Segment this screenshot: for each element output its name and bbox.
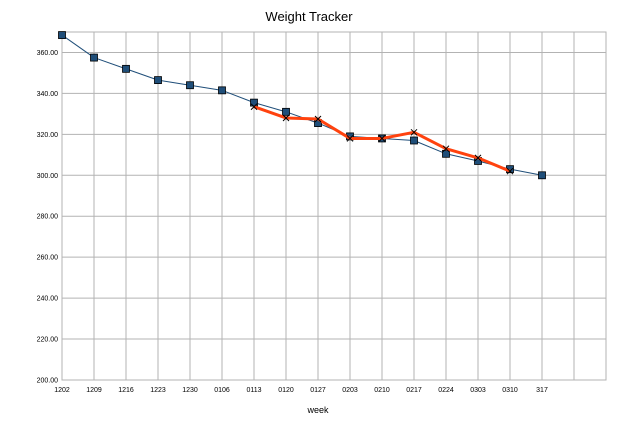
- grid-lines: [61, 31, 607, 381]
- y-tick-label: 300.00: [37, 173, 59, 180]
- y-tick-label: 340.00: [37, 91, 59, 98]
- series-2: [250, 103, 514, 175]
- y-tick-label: 240.00: [37, 296, 59, 303]
- data-point-marker: [282, 114, 290, 122]
- x-tick-label: 317: [536, 387, 548, 394]
- marker-stroke: [410, 128, 418, 136]
- x-tick-label: 1202: [54, 387, 70, 394]
- x-tick-label: 0310: [502, 387, 518, 394]
- data-point-marker: [90, 53, 98, 62]
- x-tick-label: 1223: [150, 387, 166, 394]
- data-point-marker: [250, 103, 258, 111]
- data-point-marker: [218, 86, 226, 95]
- data-point-marker: [58, 31, 66, 39]
- x-tick-label: 1216: [118, 387, 134, 394]
- x-axis-ticks: 1202 1209 1216 1223 1230 0106 0113 0120 0127 0203…: [54, 387, 548, 394]
- x-tick-label: 0224: [438, 387, 454, 394]
- data-point-marker: [122, 64, 130, 73]
- marker-stroke: [314, 115, 322, 123]
- data-point-marker: [474, 154, 482, 162]
- x-tick-label: 0113: [246, 387, 261, 394]
- y-tick-label: 200.00: [37, 378, 59, 385]
- x-tick-label: 0203: [342, 387, 358, 394]
- data-point-marker: [282, 107, 290, 116]
- data-point-marker: [410, 136, 418, 145]
- x-tick-label: 1230: [182, 387, 198, 394]
- data-point-marker: [346, 135, 354, 142]
- data-point-marker: [538, 171, 546, 180]
- x-tick-label: 0210: [374, 387, 390, 394]
- marker-stroke: [378, 135, 386, 142]
- marker-stroke: [282, 114, 290, 122]
- y-tick-label: 360.00: [37, 50, 59, 57]
- data-point-marker: [250, 98, 258, 107]
- series-group: [58, 31, 546, 180]
- data-point-marker: [314, 115, 322, 123]
- data-point-marker: [154, 76, 162, 85]
- chart-title: Weight Tracker: [265, 9, 353, 24]
- y-tick-label: 260.00: [37, 255, 59, 262]
- x-tick-label: 0303: [470, 387, 486, 394]
- x-tick-label: 1209: [86, 387, 102, 394]
- data-point-marker: [378, 135, 386, 142]
- data-point-marker: [442, 149, 450, 158]
- x-tick-label: 0217: [406, 387, 422, 394]
- marker-stroke: [442, 145, 450, 153]
- y-tick-label: 280.00: [37, 214, 59, 221]
- x-tick-label: 0127: [310, 387, 326, 394]
- y-axis-ticks: 200.00 220.00 240.00 260.00 280.00 300.00 320.…: [37, 50, 59, 385]
- x-axis-label: week: [306, 405, 329, 415]
- x-tick-label: 0120: [278, 387, 294, 394]
- marker-stroke: [506, 167, 514, 175]
- marker-stroke: [250, 103, 258, 111]
- data-point-marker: [442, 145, 450, 153]
- data-point-marker: [186, 81, 194, 90]
- y-tick-label: 320.00: [37, 132, 59, 139]
- data-point-marker: [410, 128, 418, 136]
- y-tick-label: 220.00: [37, 337, 59, 344]
- plot-area-border: [61, 31, 607, 381]
- marker-stroke: [474, 154, 482, 162]
- data-point-marker: [506, 167, 514, 175]
- marker-stroke: [346, 135, 354, 142]
- x-tick-label: 0106: [214, 387, 230, 394]
